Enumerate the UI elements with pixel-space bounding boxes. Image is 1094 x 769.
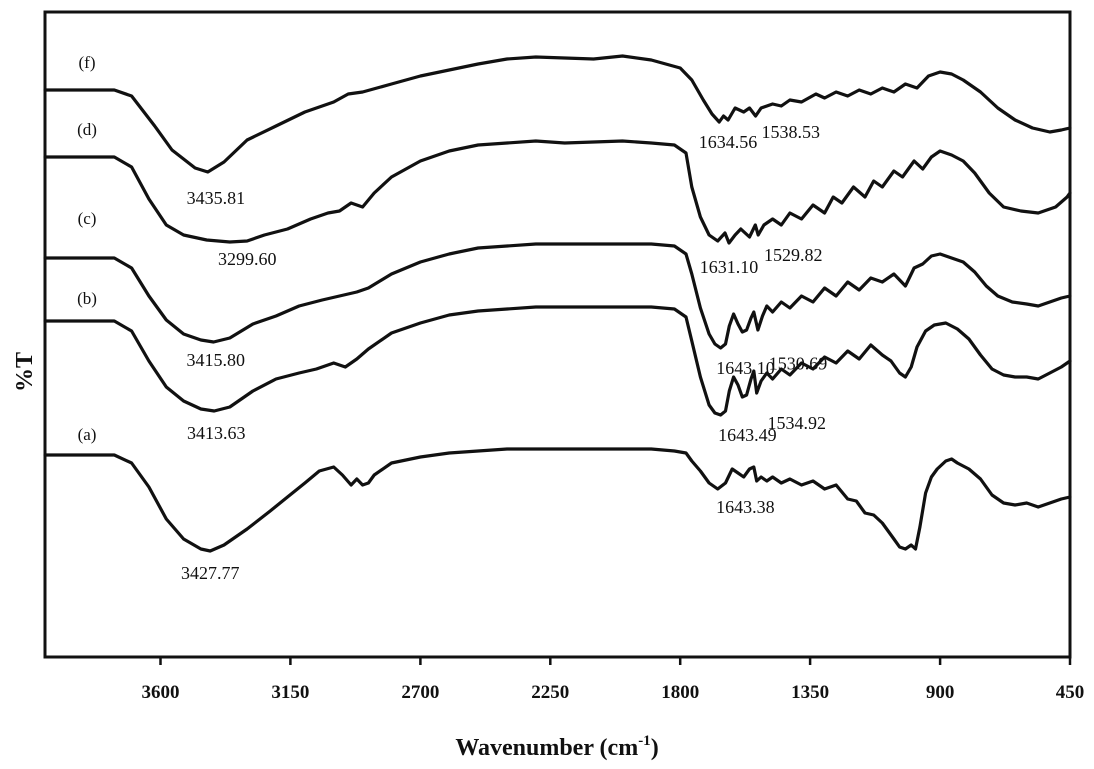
peak-label: 1631.10 xyxy=(700,257,759,277)
peak-label: 3415.80 xyxy=(186,350,245,370)
peak-label: 1643.49 xyxy=(718,425,777,445)
spectrum-line-b xyxy=(43,305,1072,417)
spectrum-line-f xyxy=(43,54,1072,174)
spectrum-line-c xyxy=(43,242,1072,350)
spectrum-line-a xyxy=(43,447,1072,553)
series-labels-group: (f) (d) (c) (b) (a) xyxy=(77,53,97,444)
peak-label: 1534.92 xyxy=(767,413,826,433)
peak-label: 1529.82 xyxy=(764,245,823,265)
peak-label: 3435.81 xyxy=(187,188,246,208)
peak-label: 3413.63 xyxy=(187,423,246,443)
peak-label: 3427.77 xyxy=(181,563,240,583)
x-axis-title: Wavenumber (cm-1) xyxy=(455,733,658,761)
x-tick-label: 2250 xyxy=(531,682,569,703)
peak-label: 1634.56 xyxy=(699,132,758,152)
x-tick-label: 3600 xyxy=(142,682,180,703)
x-tick-label: 900 xyxy=(926,682,955,703)
peak-label: 1643.10 xyxy=(716,358,775,378)
series-label-f: (f) xyxy=(79,53,96,72)
spectra-group xyxy=(43,54,1072,553)
x-tick-label: 2700 xyxy=(401,682,439,703)
x-axis-title-close: ) xyxy=(651,735,659,761)
series-label-d: (d) xyxy=(77,120,97,139)
series-label-a: (a) xyxy=(78,425,97,444)
peak-label: 1538.53 xyxy=(761,122,820,142)
x-tick-label: 1350 xyxy=(791,682,829,703)
x-axis-title-sup: -1 xyxy=(638,733,651,749)
x-tick-label: 1800 xyxy=(661,682,699,703)
series-label-b: (b) xyxy=(77,289,97,308)
x-ticks-group: 3600 3150 2700 2250 1800 1350 900 450 xyxy=(142,657,1085,703)
series-label-c: (c) xyxy=(78,209,97,228)
x-tick-label: 450 xyxy=(1056,682,1085,703)
y-axis-title: %T xyxy=(12,352,38,392)
x-axis-title-main: Wavenumber (cm xyxy=(455,735,638,761)
peak-label: 3299.60 xyxy=(218,249,277,269)
plot-frame xyxy=(43,10,1072,659)
spectrum-line-d xyxy=(43,139,1072,245)
peak-label: 1530.69 xyxy=(769,354,828,374)
x-tick-label: 3150 xyxy=(271,682,309,703)
peak-label: 1643.38 xyxy=(716,497,775,517)
